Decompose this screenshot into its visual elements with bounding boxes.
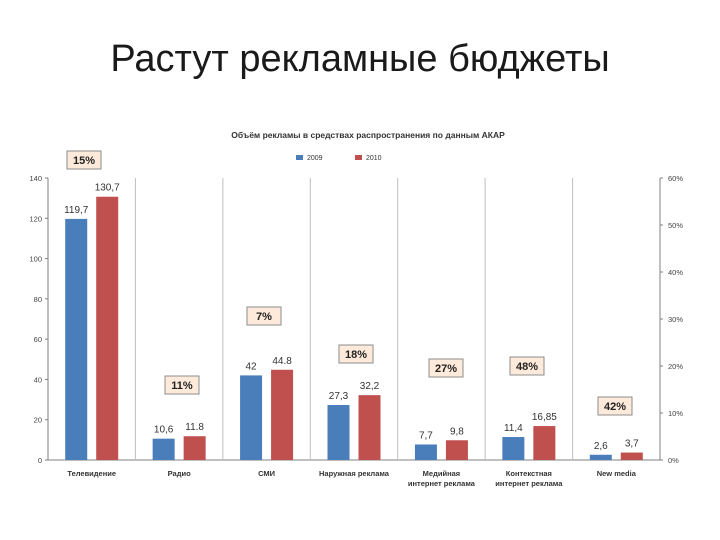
growth-label: 27%	[435, 363, 457, 375]
data-label: 7,7	[419, 430, 433, 441]
data-label: 2,6	[594, 441, 608, 452]
growth-label: 7%	[256, 311, 272, 323]
growth-label: 15%	[73, 155, 95, 167]
bar-2010	[533, 426, 556, 460]
bar-2010	[96, 196, 119, 461]
bar-2010	[358, 395, 381, 460]
data-label: 42	[246, 361, 258, 372]
data-label: 27,3	[329, 391, 349, 402]
category-label: Телевидение	[67, 469, 116, 478]
bar-2010	[620, 452, 643, 460]
bar-2009	[65, 218, 88, 460]
y-tick-label: 20	[34, 416, 42, 425]
growth-badge	[66, 150, 102, 170]
category-label: СМИ	[258, 469, 275, 478]
y-tick-label: 40	[34, 375, 42, 384]
y-tick-label: 120	[29, 214, 42, 223]
data-label: 11,4	[504, 423, 523, 434]
data-label: 10,6	[154, 425, 174, 436]
growth-badge	[338, 344, 374, 364]
legend-label-2010: 2010	[366, 155, 382, 162]
bar-2009	[240, 375, 263, 460]
category-label: интернет реклама	[408, 479, 476, 488]
y2-tick-label: 0%	[668, 456, 679, 465]
y2-tick-label: 30%	[668, 315, 683, 324]
category-label: Радио	[168, 469, 191, 478]
y-tick-label: 100	[29, 255, 42, 264]
bar-2009	[152, 438, 175, 460]
y-tick-label: 0	[38, 456, 42, 465]
y-tick-label: 80	[34, 295, 42, 304]
data-label: 16,85	[532, 412, 557, 423]
bar-2009	[589, 454, 612, 460]
growth-label: 18%	[345, 349, 367, 361]
category-label: интернет реклама	[495, 479, 563, 488]
data-label: 44.8	[272, 356, 292, 367]
bar-2009	[414, 444, 437, 460]
growth-badge	[428, 358, 464, 378]
data-label: 3,7	[625, 439, 639, 450]
legend: 2009 2010	[296, 155, 382, 162]
growth-badge	[164, 375, 200, 395]
data-label: 9,8	[450, 426, 464, 437]
y2-tick-label: 50%	[668, 221, 683, 230]
bar-2009	[327, 405, 350, 460]
growth-badge	[509, 356, 545, 376]
bar-2010	[445, 440, 468, 460]
legend-swatch-2010	[355, 155, 362, 160]
growth-label: 42%	[604, 401, 626, 413]
growth-badge	[597, 396, 633, 416]
bar-2010	[271, 369, 294, 460]
category-label: Наружная реклама	[319, 469, 390, 478]
chart-title: Объём рекламы в средствах распространени…	[231, 130, 505, 140]
y-tick-label: 60	[34, 335, 42, 344]
data-label: 11.8	[185, 422, 204, 433]
slide-title: Растут рекламные бюджеты	[110, 38, 610, 80]
data-label: 32,2	[360, 381, 380, 392]
bar-2010	[183, 436, 206, 460]
growth-label: 48%	[516, 361, 538, 373]
data-label: 130,7	[95, 183, 120, 194]
y2-tick-label: 60%	[668, 174, 683, 183]
growth-label: 11%	[171, 380, 193, 392]
category-label: New media	[597, 469, 637, 478]
legend-swatch-2009	[296, 155, 303, 160]
category-label: Контекстная	[506, 469, 552, 478]
category-label: Медийная	[423, 469, 460, 478]
y2-tick-label: 10%	[668, 409, 683, 418]
data-label: 119,7	[64, 205, 89, 216]
bar-2009	[502, 437, 525, 460]
y2-tick-label: 20%	[668, 362, 683, 371]
growth-badge	[246, 306, 282, 326]
y2-tick-label: 40%	[668, 268, 683, 277]
legend-label-2009: 2009	[307, 155, 323, 162]
y-tick-label: 140	[29, 174, 42, 183]
